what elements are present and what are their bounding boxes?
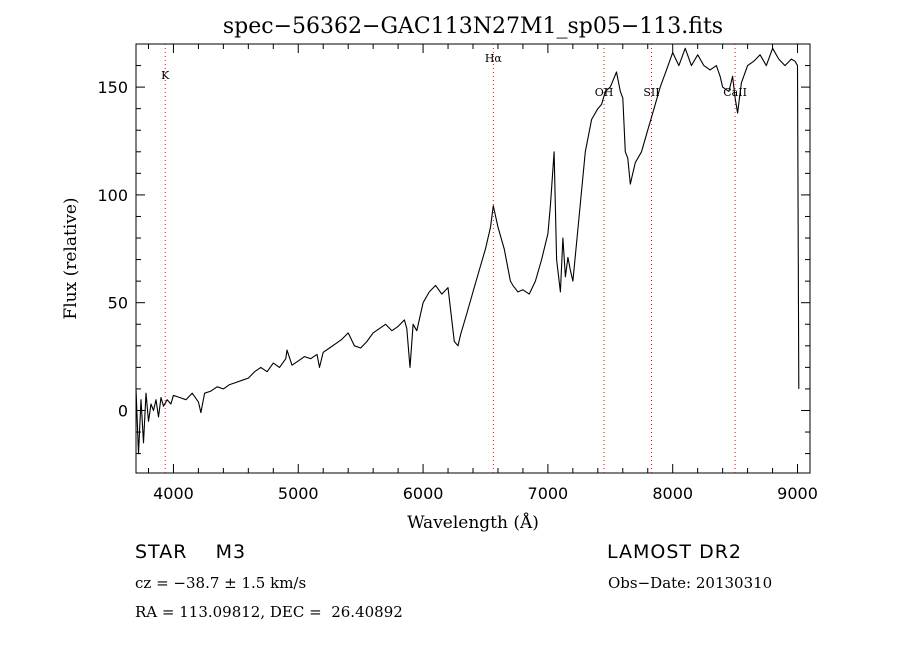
object-type-label: STAR: [135, 541, 188, 563]
spectrum-line: [135, 47, 800, 455]
x-axis-label: Wavelength (Å): [407, 512, 539, 533]
survey-label: LAMOST DR2: [607, 541, 742, 563]
chart-title: spec−56362−GAC113N27M1_sp05−113.fits: [223, 14, 723, 39]
line-marker-label-1: Hα: [485, 52, 503, 65]
x-tick-label-2: 6000: [403, 484, 444, 503]
y-tick-label-2: 100: [97, 186, 128, 205]
object-type: STAR M3: [135, 541, 246, 563]
x-tick-label-1: 5000: [278, 484, 319, 503]
coordinates: RA = 113.09812, DEC = 26.40892: [135, 603, 403, 621]
x-tick-label-5: 9000: [777, 484, 818, 503]
redshift-readout: cz = −38.7 ± 1.5 km/s: [135, 574, 307, 592]
x-tick-label-0: 4000: [153, 484, 194, 503]
obs-date: Obs−Date: 20130310: [608, 574, 773, 592]
line-marker-label-3: SII: [643, 86, 659, 99]
y-tick-label-1: 50: [108, 294, 128, 313]
plot-frame: [135, 43, 811, 474]
line-marker-label-0: K: [161, 69, 170, 82]
y-tick-label-3: 150: [97, 78, 128, 97]
line-marker-label-2: OH: [595, 86, 614, 99]
y-tick-label-0: 0: [118, 401, 128, 420]
x-tick-label-4: 8000: [652, 484, 693, 503]
x-tick-label-3: 7000: [528, 484, 569, 503]
y-axis-label: Flux (relative): [61, 197, 81, 319]
spectral-subclass: M3: [215, 541, 247, 563]
